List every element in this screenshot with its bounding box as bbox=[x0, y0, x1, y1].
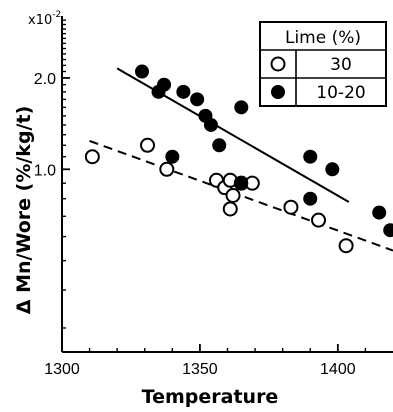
legend: Lime (%) 30 10-20 bbox=[259, 21, 387, 107]
open-circle-point bbox=[283, 199, 299, 215]
x-tick-label: 1300 bbox=[44, 361, 80, 378]
legend-entry-label: 30 bbox=[330, 55, 352, 75]
filled-circle-point bbox=[303, 149, 318, 164]
open-circle-point bbox=[140, 137, 156, 153]
open-circle-point bbox=[84, 149, 100, 165]
filled-circle-point bbox=[203, 117, 218, 132]
filled-circle-point bbox=[134, 64, 149, 79]
tick-labels: 1300 1350 1400 1.0 2.0 bbox=[34, 71, 356, 378]
legend-entry-label: 10-20 bbox=[316, 83, 365, 103]
filled-circle-point bbox=[303, 191, 318, 206]
axis-ticks bbox=[61, 19, 367, 352]
filled-circle-point bbox=[372, 205, 387, 220]
open-circle-point bbox=[338, 238, 354, 254]
filled-circle-point bbox=[325, 162, 340, 177]
open-circle-point bbox=[311, 212, 327, 228]
filled-circle-point bbox=[165, 149, 180, 164]
filled-circle-point bbox=[190, 92, 205, 107]
x-tick-label: 1400 bbox=[320, 361, 356, 378]
filled-circle-point bbox=[157, 77, 172, 92]
y-axis-title: Δ Mn/Wore (%/kg/t) bbox=[13, 106, 35, 315]
open-circle-point bbox=[225, 187, 241, 203]
filled-circle-point bbox=[383, 223, 393, 238]
y-multiplier: x10-2 bbox=[28, 10, 61, 28]
y-tick-label: 2.0 bbox=[34, 71, 56, 88]
open-circle-point bbox=[222, 201, 238, 217]
legend-open-circle-marker bbox=[270, 56, 286, 72]
filled-circle-point bbox=[234, 176, 249, 191]
x-tick-label: 1350 bbox=[182, 361, 218, 378]
filled-circle-point bbox=[234, 100, 249, 115]
y-tick-label: 1.0 bbox=[34, 162, 56, 179]
open-circle-point bbox=[159, 161, 175, 177]
x-axis-title: Temperature bbox=[142, 386, 279, 408]
legend-filled-circle-marker bbox=[271, 85, 285, 99]
lime-30-fit-line bbox=[89, 140, 393, 252]
data-points bbox=[84, 64, 393, 254]
legend-title: Lime (%) bbox=[285, 28, 361, 48]
filled-circle-point bbox=[212, 138, 227, 153]
filled-circle-point bbox=[176, 84, 191, 99]
